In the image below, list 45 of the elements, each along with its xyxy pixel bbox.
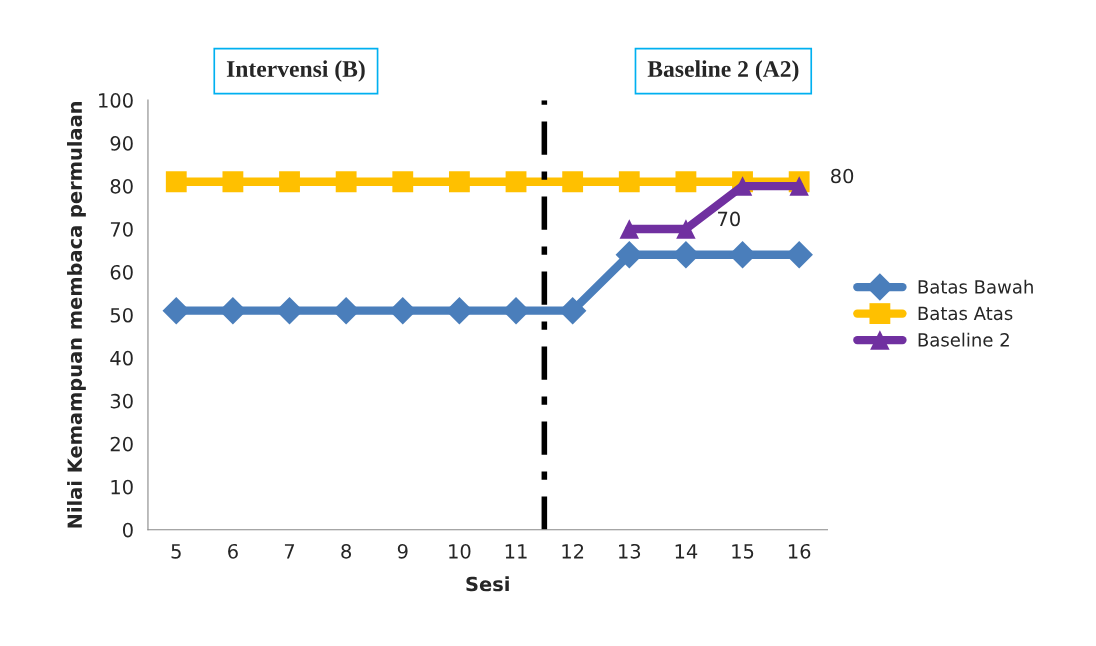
y-tick-label: 100 [99,93,133,108]
point [562,171,584,193]
annotation: 70 [718,211,740,227]
point [392,171,414,193]
y-tick-label: 50 [110,307,133,323]
x-tick-label: 10 [449,543,471,559]
y-tick-label: 90 [110,136,133,151]
y-tick-label: 30 [110,393,133,409]
y-tick-label: 40 [110,350,133,366]
legend-label: Batas Bawah [918,279,1033,294]
point [618,171,640,193]
point [789,176,809,196]
legend-label: Baseline 2 [918,332,1009,347]
x-axis-title: Sesi [466,576,509,592]
point [676,219,696,239]
x-tick-label: 5 [171,544,181,559]
point [222,171,244,193]
point [619,219,640,239]
x-tick-label: 13 [619,543,641,559]
x-tick-label: 8 [341,543,352,559]
x-tick-label: 7 [284,544,295,559]
text: Intervensi (B) [226,60,365,82]
y-tick-label: 60 [110,264,133,280]
y-tick-label: 10 [111,479,133,495]
x-tick-label: 12 [562,543,584,559]
legend-label: Batas Atas [918,306,1013,321]
point [675,171,697,193]
point [279,171,300,193]
x-tick-label: 6 [228,543,238,559]
point [335,171,357,193]
y-axis-title: Nilai Kemampuan membaca permulaan [67,101,86,528]
x-tick-label: 9 [397,543,408,559]
annotation: 80 [831,168,854,184]
point [448,171,470,193]
x-tick-label: 11 [505,544,527,559]
y-tick-label: 70 [110,221,133,237]
y-tick-label: 80 [110,179,133,194]
x-tick-label: 15 [732,544,754,559]
point [505,171,527,193]
x-tick-label: 16 [788,543,811,559]
text: Baseline 2 (A2) [647,60,799,82]
y-tick-label: 20 [110,436,133,452]
x-tick-label: 14 [675,544,698,559]
point [165,171,187,193]
y-tick-label: 0 [122,522,133,538]
